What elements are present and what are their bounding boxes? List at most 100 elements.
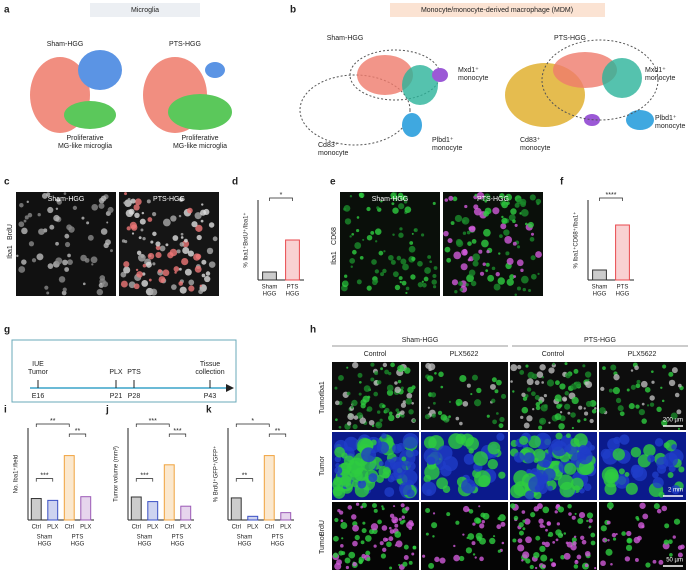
texture-dot	[531, 373, 538, 380]
texture-dot	[128, 208, 135, 215]
texture-dot	[529, 564, 534, 570]
significance-label: ***	[140, 472, 148, 479]
texture-dot	[677, 545, 683, 550]
texture-dot	[594, 566, 597, 570]
texture-dot	[444, 246, 451, 253]
texture-dot	[667, 472, 674, 478]
group-label: PTS-HGG	[169, 41, 201, 48]
texture-dot	[625, 544, 633, 551]
texture-dot	[495, 271, 500, 277]
texture-dot	[510, 364, 518, 372]
texture-dot	[200, 219, 204, 223]
texture-dot	[388, 536, 394, 542]
group-label: Sham	[37, 535, 53, 541]
texture-dot	[448, 433, 464, 450]
stain-label: BrdU	[7, 224, 14, 240]
bar	[47, 499, 59, 521]
texture-dot	[138, 236, 142, 240]
texture-dot	[432, 201, 436, 205]
texture-dot	[567, 504, 572, 509]
texture-dot	[558, 423, 565, 430]
texture-dot	[440, 385, 444, 389]
texture-dot	[394, 531, 402, 538]
texture-dot	[555, 529, 562, 536]
texture-dot	[388, 526, 392, 530]
texture-dot	[120, 280, 128, 288]
annotation: MG-like microglia	[173, 143, 227, 150]
texture-dot	[421, 233, 425, 237]
texture-dot	[482, 512, 490, 520]
texture-dot	[656, 406, 662, 412]
texture-dot	[530, 255, 536, 261]
texture-dot	[405, 398, 413, 405]
texture-dot	[394, 192, 397, 195]
texture-dot	[356, 216, 360, 219]
texture-dot	[663, 442, 670, 449]
group-label: HGG	[238, 542, 252, 548]
texture-dot	[195, 253, 202, 260]
texture-dot	[208, 261, 216, 268]
texture-dot	[539, 364, 546, 371]
texture-dot	[541, 381, 544, 384]
texture-dot	[571, 426, 574, 430]
texture-dot	[613, 374, 620, 381]
texture-dot	[606, 520, 611, 525]
texture-dot	[334, 400, 340, 406]
texture-dot	[534, 394, 540, 401]
panel-letter: d	[232, 177, 238, 188]
texture-dot	[474, 556, 477, 559]
texture-dot	[527, 221, 534, 228]
texture-dot	[605, 548, 613, 556]
texture-dot	[358, 559, 363, 564]
texture-dot	[465, 283, 469, 287]
texture-dot	[381, 507, 385, 511]
texture-dot	[564, 403, 571, 410]
texture-dot	[399, 520, 404, 525]
cell-type-label: monocyte	[645, 75, 675, 82]
texture-dot	[520, 415, 524, 420]
texture-dot	[644, 387, 651, 393]
texture-dot	[503, 229, 510, 236]
texture-dot	[536, 202, 540, 206]
texture-dot	[99, 275, 106, 281]
texture-dot	[454, 214, 463, 223]
texture-dot	[394, 386, 401, 394]
texture-dot	[472, 522, 476, 526]
texture-dot	[374, 269, 379, 274]
texture-dot	[432, 535, 435, 538]
texture-dot	[524, 222, 528, 226]
texture-dot	[390, 362, 395, 368]
texture-dot	[382, 547, 387, 552]
group-label: PTS-HGG	[153, 196, 185, 203]
texture-dot	[649, 395, 655, 401]
texture-dot	[352, 424, 358, 430]
texture-dot	[19, 202, 24, 208]
texture-dot	[395, 540, 403, 548]
texture-dot	[584, 371, 592, 378]
texture-dot	[411, 256, 416, 261]
texture-dot	[81, 216, 85, 220]
y-axis-label: Tumor volume (mm³)	[114, 446, 120, 502]
texture-dot	[509, 274, 515, 280]
panel-letter: h	[310, 325, 316, 336]
texture-dot	[429, 260, 432, 264]
texture-dot	[365, 535, 372, 542]
texture-dot	[90, 256, 98, 264]
significance-bracket	[235, 423, 270, 427]
group-label: HGG	[171, 542, 185, 548]
scale-label: 2 mm	[668, 488, 683, 494]
significance-label: ***	[173, 428, 181, 435]
texture-dot	[380, 200, 383, 203]
texture-dot	[478, 474, 491, 488]
texture-dot	[437, 410, 443, 416]
texture-dot	[55, 207, 59, 210]
texture-dot	[453, 251, 462, 260]
texture-dot	[357, 372, 363, 378]
texture-dot	[602, 366, 606, 371]
texture-dot	[525, 364, 529, 368]
umap-mdm-sham	[299, 49, 448, 146]
layer: a b c d e f g h i j k Microglia Sham-HGG PTS-HGG Proli…	[4, 5, 688, 570]
texture-dot	[628, 403, 635, 410]
texture-dot	[564, 391, 569, 396]
texture-dot	[621, 531, 626, 536]
